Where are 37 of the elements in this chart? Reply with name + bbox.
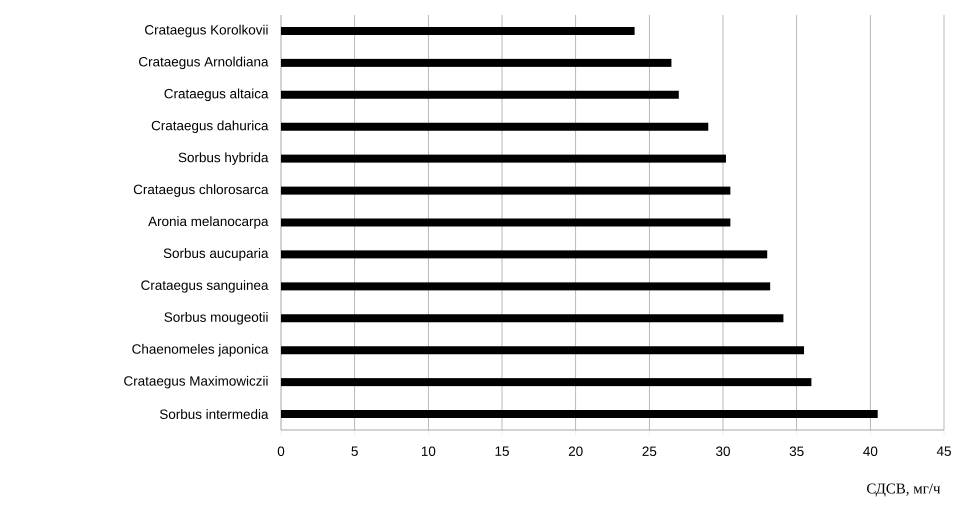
x-tick-label: 45 — [936, 446, 951, 456]
bar — [281, 250, 768, 258]
x-tick-label: 20 — [568, 446, 583, 456]
x-axis-title: СДСВ, мг/ч — [867, 484, 940, 497]
y-tick-label: Chaenomeles japonica — [132, 344, 268, 356]
bar — [281, 346, 804, 354]
bar — [281, 410, 878, 418]
bar — [281, 122, 708, 131]
bar — [281, 90, 679, 99]
bar — [281, 282, 770, 290]
x-tick-label: 5 — [351, 446, 358, 456]
y-tick-label: Sorbus intermedia — [160, 409, 268, 419]
x-tick-label: 0 — [278, 446, 284, 456]
y-tick-label: Sorbus aucuparia — [164, 248, 268, 261]
x-tick-label: 10 — [422, 446, 436, 456]
bar — [281, 218, 730, 227]
x-tick-label: 15 — [496, 446, 509, 456]
y-tick-label: Crataegus Arnoldiana — [139, 56, 268, 70]
bar — [281, 58, 672, 67]
x-tick-label: 30 — [716, 446, 730, 456]
bar — [281, 154, 726, 163]
y-tick-label: Sorbus hybrida — [178, 152, 268, 165]
y-tick-label: Crataegus dahurica — [152, 120, 268, 134]
bar — [281, 26, 635, 35]
y-tick-label: Sorbus mougeotii — [164, 312, 268, 325]
y-tick-label: Crataegus sanguinea — [141, 280, 268, 293]
x-tick-label: 40 — [863, 446, 878, 456]
bar — [281, 186, 730, 195]
y-tick-label: Aronia melanocarpa — [148, 216, 268, 229]
x-tick-label: 35 — [790, 446, 804, 456]
y-tick-label: Crataegus Korolkovii — [145, 24, 268, 38]
bar — [281, 314, 784, 322]
bar — [281, 378, 812, 386]
y-tick-label: Crataegus altaica — [164, 88, 268, 102]
y-tick-label: Crataegus Maximowiczii — [124, 376, 268, 388]
x-tick-label: 25 — [642, 446, 656, 456]
y-tick-label: Crataegus chlorosarca — [134, 184, 268, 197]
